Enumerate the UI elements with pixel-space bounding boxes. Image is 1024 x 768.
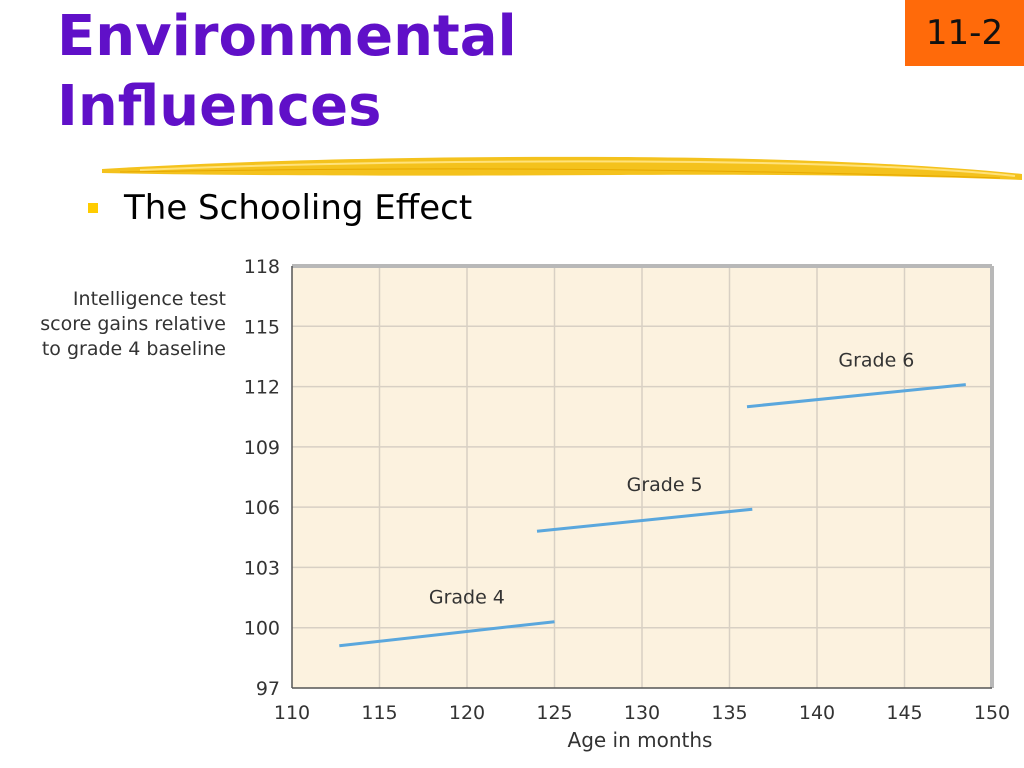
y-axis-label: Intelligence test score gains relative t… [0, 287, 226, 362]
series-label: Grade 4 [429, 587, 505, 609]
slide-number-badge: 11-2 [905, 0, 1024, 66]
x-tick-label: 135 [711, 702, 747, 724]
y-tick-label: 106 [244, 497, 280, 519]
y-axis-label-line: to grade 4 baseline [41, 338, 226, 360]
slide-title: Environmental Influences [57, 2, 517, 142]
square-bullet-icon [88, 203, 98, 213]
x-tick-label: 110 [274, 702, 310, 724]
y-tick-label: 115 [244, 316, 280, 338]
y-tick-label: 112 [244, 377, 280, 399]
x-axis-label: Age in months [567, 728, 713, 752]
x-tick-label: 115 [361, 702, 397, 724]
x-tick-label: 130 [624, 702, 660, 724]
slide-title-line1: Environmental [57, 4, 517, 69]
y-tick-label: 109 [244, 437, 280, 459]
y-axis-label-line: score gains relative [40, 313, 226, 335]
y-axis-label-line: Intelligence test [72, 288, 226, 310]
series-line [536, 507, 753, 533]
bullet-item: The Schooling Effect [88, 188, 472, 228]
series-line [746, 383, 966, 409]
series-line [339, 620, 555, 648]
x-tick-label: 150 [974, 702, 1010, 724]
y-tick-label: 103 [244, 557, 280, 579]
x-tick-label: 120 [449, 702, 485, 724]
x-tick-label: 140 [799, 702, 835, 724]
series-label: Grade 6 [838, 350, 914, 372]
x-tick-label: 145 [886, 702, 922, 724]
y-tick-label: 118 [244, 256, 280, 278]
bullet-text: The Schooling Effect [124, 188, 473, 228]
y-tick-label: 100 [244, 618, 280, 640]
x-tick-label: 125 [536, 702, 572, 724]
yellow-brush-stroke [102, 156, 1022, 180]
slide-title-line2: Influences [57, 74, 382, 139]
y-tick-label: 97 [256, 678, 280, 700]
series-label: Grade 5 [627, 474, 703, 496]
